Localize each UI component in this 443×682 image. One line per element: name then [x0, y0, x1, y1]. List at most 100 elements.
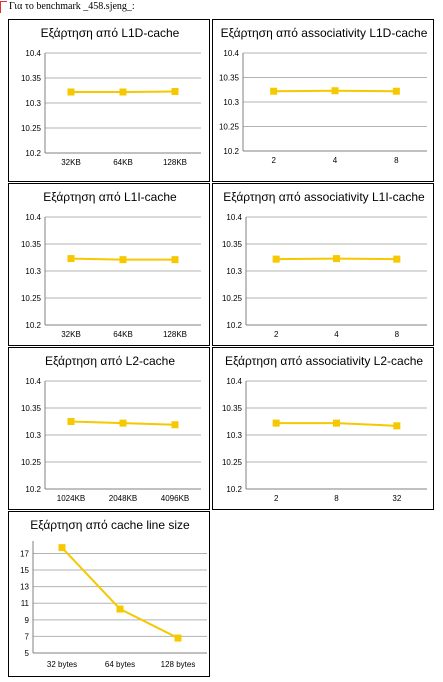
- x-tick-label: 2: [271, 156, 276, 165]
- y-tick-label: 15: [20, 566, 29, 575]
- chart-l2-cache: Εξάρτηση από L2-cache 10.4 10.35 10.3 10.25 1…: [8, 347, 210, 510]
- y-tick-label: 17: [20, 549, 29, 558]
- chart-title: Εξάρτηση από L1D-cache: [41, 26, 180, 40]
- chart-l1i-cache: Εξάρτηση από L1I-cache 10.4 10.35 10.3 10.25…: [8, 183, 210, 346]
- page-header: Για το benchmark _458.sjeng_:: [0, 0, 443, 14]
- data-point: [117, 606, 124, 613]
- y-tick-label: 10.3: [226, 267, 242, 276]
- y-tick-label: 10.3: [25, 431, 41, 440]
- chart-title: Εξάρτηση από associativity L1I-cache: [223, 190, 425, 204]
- x-tick-label: 2: [274, 494, 279, 503]
- y-tick-label: 10.2: [25, 321, 41, 330]
- chart-title: Εξάρτηση από cache line size: [30, 518, 190, 532]
- x-tick-label: 8: [395, 330, 400, 339]
- y-tick-label: 10.35: [222, 404, 243, 413]
- x-tick-label: 8: [334, 494, 339, 503]
- data-point: [175, 635, 182, 642]
- x-tick-label: 32 bytes: [47, 660, 77, 669]
- x-tick-label: 128KB: [163, 330, 187, 339]
- data-point: [120, 256, 127, 263]
- x-tick-label: 32KB: [61, 330, 81, 339]
- y-tick-label: 10.4: [25, 49, 41, 58]
- x-tick-label: 128KB: [163, 158, 187, 167]
- y-tick-label: 10.4: [25, 377, 41, 386]
- y-tick-label: 9: [25, 616, 30, 625]
- y-tick-label: 10.4: [226, 377, 242, 386]
- y-tick-label: 10.2: [25, 485, 41, 494]
- chart-title: Εξάρτηση από associativity L2-cache: [225, 354, 423, 368]
- data-point: [273, 256, 280, 263]
- chart-svg: Εξάρτηση από cache line size 17 15 13 11 9 7 5 3…: [9, 512, 211, 678]
- x-tick-label: 4096KB: [161, 494, 189, 503]
- data-point: [333, 255, 340, 262]
- x-tick-label: 4: [334, 330, 339, 339]
- y-tick-label: 10.4: [223, 49, 239, 58]
- data-point: [68, 255, 75, 262]
- y-tick-label: 10.2: [226, 485, 242, 494]
- y-tick-label: 10.25: [21, 294, 42, 303]
- y-tick-label: 10.3: [25, 99, 41, 108]
- data-point: [393, 422, 400, 429]
- y-tick-label: 10.35: [21, 240, 42, 249]
- x-tick-label: 32: [392, 494, 401, 503]
- header-text: Για το benchmark _458.sjeng_:: [9, 1, 135, 12]
- y-tick-label: 10.3: [25, 267, 41, 276]
- chart-svg: Εξάρτηση από associativity L1D-cache 10.4…: [213, 20, 435, 183]
- x-tick-label: 128 bytes: [161, 660, 196, 669]
- y-tick-label: 10.2: [223, 147, 239, 156]
- data-point: [172, 256, 179, 263]
- y-tick-label: 10.35: [21, 404, 42, 413]
- y-tick-label: 10.25: [222, 458, 243, 467]
- x-tick-label: 8: [394, 156, 399, 165]
- x-tick-label: 2: [274, 330, 279, 339]
- data-point: [273, 420, 280, 427]
- x-tick-label: 4: [333, 156, 338, 165]
- y-tick-label: 7: [25, 632, 30, 641]
- chart-svg: Εξάρτηση από associativity L1I-cache 10.4…: [213, 184, 435, 347]
- y-tick-label: 13: [20, 583, 29, 592]
- chart-title: Εξάρτηση από L1I-cache: [43, 190, 177, 204]
- chart-title: Εξάρτηση από L2-cache: [45, 354, 175, 368]
- chart-cache-line-size: Εξάρτηση από cache line size 17 15 13 11 9 7 5 3…: [8, 511, 210, 677]
- data-point: [172, 88, 179, 95]
- y-tick-label: 10.25: [21, 458, 42, 467]
- x-tick-label: 64KB: [113, 158, 133, 167]
- y-tick-label: 10.2: [25, 149, 41, 158]
- data-point: [172, 421, 179, 428]
- x-tick-label: 64KB: [113, 330, 133, 339]
- y-tick-label: 5: [25, 649, 30, 658]
- data-point: [332, 87, 339, 94]
- data-point: [68, 89, 75, 96]
- chart-svg: Εξάρτηση από associativity L2-cache 10.4 1…: [213, 348, 435, 511]
- y-tick-label: 10.35: [222, 240, 243, 249]
- y-tick-label: 10.2: [226, 321, 242, 330]
- chart-svg: Εξάρτηση από L2-cache 10.4 10.35 10.3 10.25 1…: [9, 348, 211, 511]
- chart-title: Εξάρτηση από associativity L1D-cache: [221, 26, 428, 40]
- data-point: [120, 420, 127, 427]
- data-point: [68, 418, 75, 425]
- data-point: [333, 420, 340, 427]
- x-tick-label: 32KB: [61, 158, 81, 167]
- y-tick-label: 10.3: [226, 431, 242, 440]
- data-point: [59, 544, 66, 551]
- y-tick-label: 10.35: [21, 74, 42, 83]
- data-point: [393, 88, 400, 95]
- y-tick-label: 10.25: [21, 124, 42, 133]
- x-tick-label: 2048KB: [109, 494, 137, 503]
- x-tick-label: 64 bytes: [105, 660, 135, 669]
- data-point: [270, 88, 277, 95]
- series-line: [62, 548, 178, 638]
- chart-assoc-l2-cache: Εξάρτηση από associativity L2-cache 10.4 1…: [212, 347, 434, 510]
- y-tick-label: 10.4: [226, 213, 242, 222]
- y-tick-label: 10.4: [25, 213, 41, 222]
- x-tick-label: 1024KB: [57, 494, 85, 503]
- y-tick-label: 10.35: [219, 74, 240, 83]
- text-cursor-mark: [0, 1, 7, 13]
- data-point: [120, 89, 127, 96]
- chart-l1d-cache: Εξάρτηση από L1D-cache 10.4 10.35 10.3 10.25…: [8, 19, 210, 182]
- y-tick-label: 10.3: [223, 98, 239, 107]
- chart-assoc-l1i-cache: Εξάρτηση από associativity L1I-cache 10.4…: [212, 183, 434, 346]
- y-tick-label: 10.25: [222, 294, 243, 303]
